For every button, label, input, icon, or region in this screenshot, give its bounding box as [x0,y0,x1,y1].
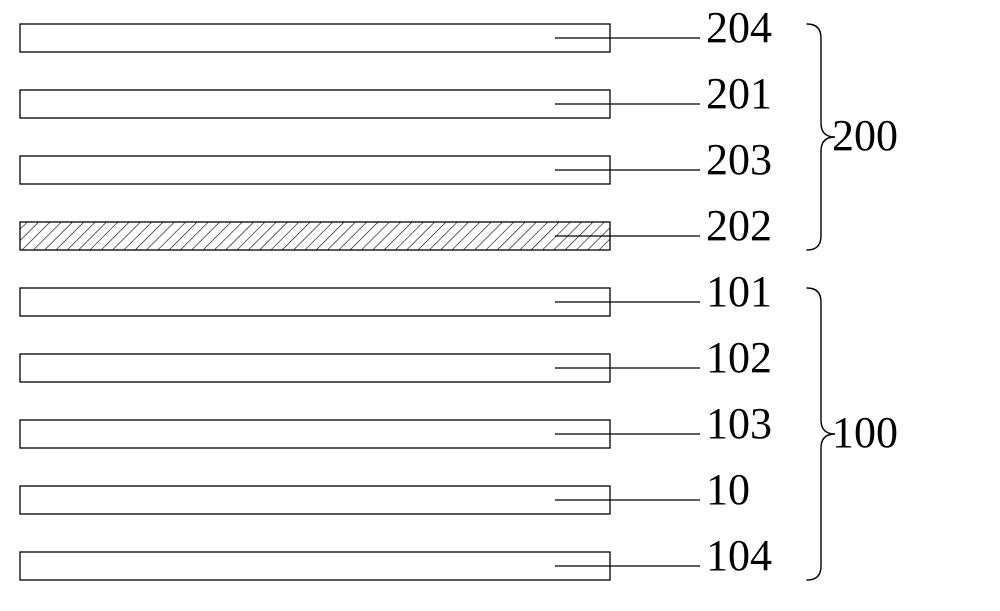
layer-101 [20,288,610,316]
label-204: 204 [706,2,772,53]
label-102: 102 [706,332,772,383]
bracket-100 [807,288,835,580]
group-label-100: 100 [832,407,898,458]
bracket-200 [807,24,835,250]
label-10: 10 [706,464,750,515]
diagram-svg [0,0,1000,611]
layer-10 [20,486,610,514]
layer-104 [20,552,610,580]
label-201: 201 [706,68,772,119]
group-label-200: 200 [832,110,898,161]
diagram-root: 204 201 203 202 101 102 103 10 104 200 100 [0,0,1000,611]
label-104: 104 [706,530,772,581]
layer-102 [20,354,610,382]
layer-103 [20,420,610,448]
label-202: 202 [706,200,772,251]
layer-204 [20,24,610,52]
label-101: 101 [706,266,772,317]
layer-203 [20,156,610,184]
layer-201 [20,90,610,118]
label-203: 203 [706,134,772,185]
layer-202 [20,222,610,250]
label-103: 103 [706,398,772,449]
